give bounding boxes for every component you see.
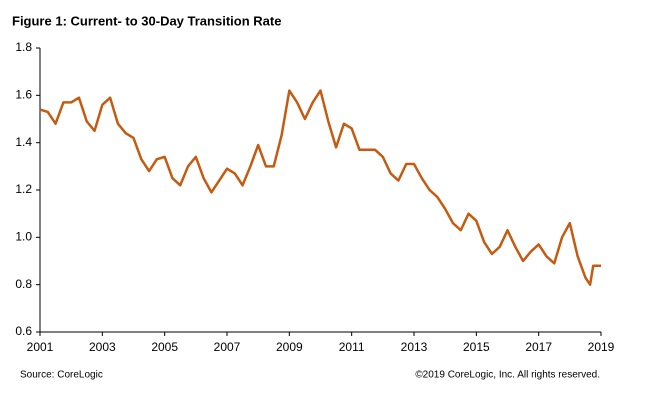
y-tick-label: 1.6: [15, 88, 32, 102]
x-tick-label: 2011: [339, 340, 365, 354]
y-tick-label: 1.0: [15, 230, 32, 244]
x-tick-label: 2009: [276, 340, 303, 354]
x-tick-label: 2005: [151, 340, 178, 354]
y-tick-label: 1.4: [15, 135, 32, 149]
x-tick-label: 2013: [401, 340, 428, 354]
copyright-note: ©2019 CoreLogic, Inc. All rights reserve…: [415, 370, 600, 381]
y-tick-label: 1.2: [15, 182, 32, 196]
chart-title: Figure 1: Current- to 30-Day Transition …: [12, 13, 281, 28]
y-tick-label: 0.8: [15, 277, 32, 291]
x-tick-label: 2017: [525, 340, 552, 354]
x-tick-label: 2003: [89, 340, 116, 354]
source-note: Source: CoreLogic: [20, 370, 103, 381]
x-tick-label: 2007: [214, 340, 241, 354]
y-tick-label: 0.6: [15, 324, 32, 338]
x-tick-label: 2019: [588, 340, 615, 354]
y-tick-label: 1.8: [15, 40, 32, 54]
x-tick-label: 2015: [463, 340, 490, 354]
x-tick-label: 2001: [27, 340, 54, 354]
data-line: [39, 89, 601, 286]
